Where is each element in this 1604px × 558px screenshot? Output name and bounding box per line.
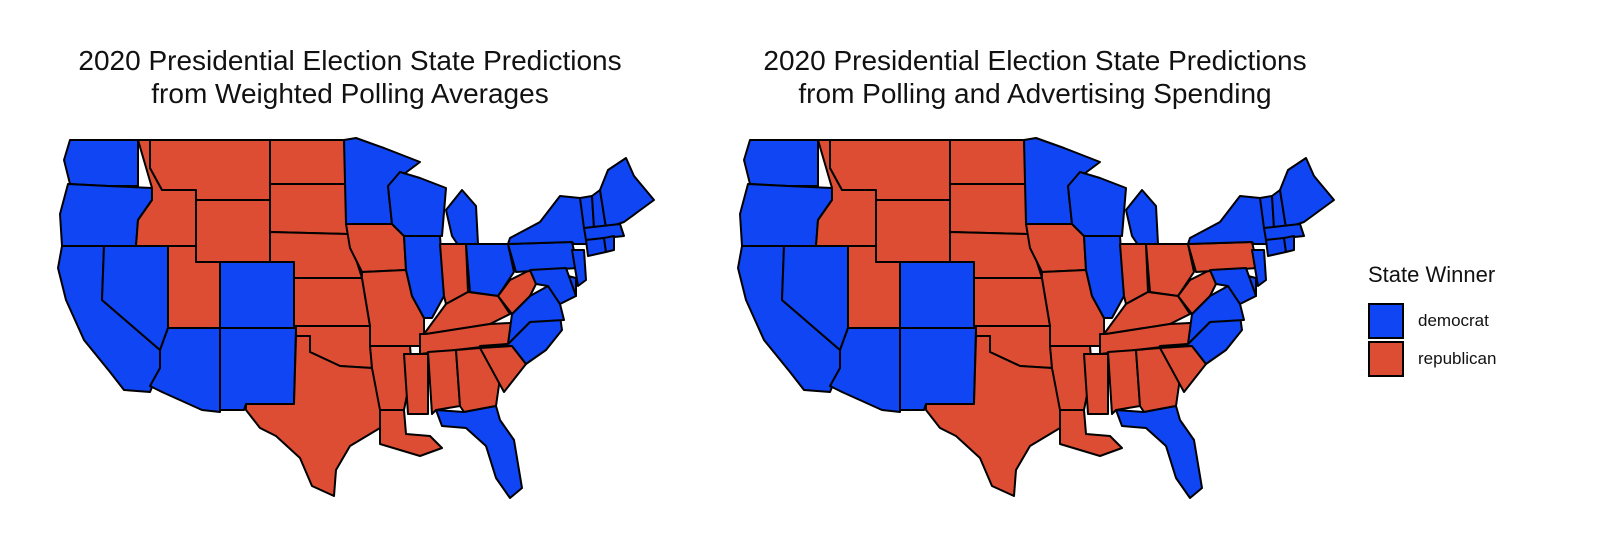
state-ny (1187, 195, 1273, 245)
state-ny (507, 195, 593, 245)
state-la (379, 409, 443, 457)
state-wa (63, 139, 139, 187)
state-md (529, 267, 577, 305)
state-al (1107, 349, 1141, 415)
state-la (1059, 409, 1123, 457)
state-ms (1083, 353, 1109, 415)
map-panel-polling-advertising: 2020 Presidential Election State Predict… (700, 0, 1370, 558)
state-nj (1251, 249, 1267, 287)
state-ms (403, 353, 429, 415)
state-pa (507, 241, 579, 273)
us-states-map (737, 137, 1335, 499)
state-nj (571, 249, 587, 287)
state-co (219, 261, 295, 329)
state-wi (387, 171, 447, 237)
state-mt (149, 139, 271, 201)
legend-swatch-democrat (1368, 303, 1404, 339)
state-sd (949, 183, 1029, 235)
state-ri (603, 235, 615, 253)
legend-title: State Winner (1368, 262, 1496, 287)
state-mi (1125, 189, 1159, 249)
state-md (1209, 267, 1257, 305)
state-nm (899, 327, 977, 411)
state-co (899, 261, 975, 329)
us-states-map (57, 137, 655, 499)
map-title-line2: from Weighted Polling Averages (151, 78, 549, 109)
state-ri (1283, 235, 1295, 253)
state-wa (743, 139, 819, 187)
state-ct (1265, 237, 1287, 257)
state-ks (973, 277, 1051, 327)
state-mt (829, 139, 951, 201)
state-nd (949, 139, 1027, 185)
map-title-line2: from Polling and Advertising Spending (798, 78, 1272, 109)
state-me (599, 157, 655, 229)
state-ct (585, 237, 607, 257)
state-fl (435, 405, 523, 499)
map-panel-weighted-polling: 2020 Presidential Election State Predict… (0, 0, 700, 558)
state-tx (245, 335, 381, 497)
state-wy (195, 199, 271, 263)
state-al (427, 349, 461, 415)
map-title-line1: 2020 Presidential Election State Predict… (78, 45, 622, 76)
state-me (1279, 157, 1335, 229)
legend-label: republican (1418, 349, 1497, 368)
state-wi (1067, 171, 1127, 237)
state-wy (875, 199, 951, 263)
legend-swatch-republican (1368, 341, 1404, 377)
state-fl (1115, 405, 1203, 499)
state-nd (269, 139, 347, 185)
state-tx (925, 335, 1061, 497)
map-title: 2020 Presidential Election State Predict… (0, 44, 700, 110)
state-nm (219, 327, 297, 411)
legend-label: democrat (1418, 311, 1489, 330)
map-title: 2020 Presidential Election State Predict… (700, 44, 1370, 110)
legend: State Winner democrat republican (1368, 262, 1600, 378)
state-sd (269, 183, 349, 235)
state-ks (293, 277, 371, 327)
legend-item-democrat: democrat (1368, 302, 1600, 340)
legend-item-republican: republican (1368, 340, 1600, 378)
map-title-line1: 2020 Presidential Election State Predict… (763, 45, 1307, 76)
state-mi (445, 189, 479, 249)
state-pa (1187, 241, 1259, 273)
